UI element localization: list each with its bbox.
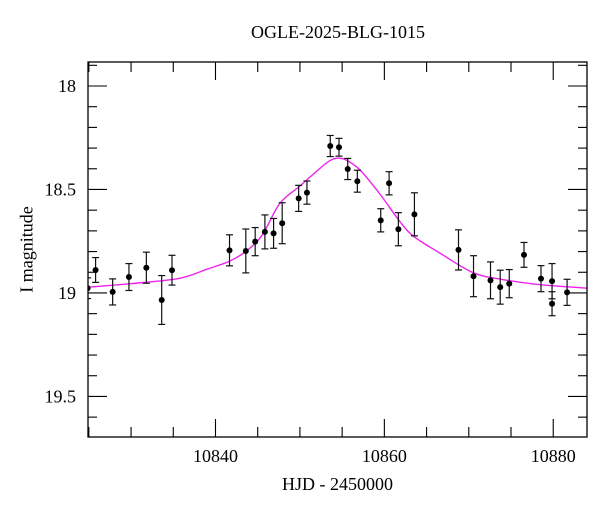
- point-marker: [549, 278, 556, 285]
- point-marker: [261, 228, 268, 235]
- x-tick-label: 10840: [193, 446, 238, 466]
- data-point: [486, 261, 494, 300]
- data-point: [226, 234, 234, 267]
- point-marker: [336, 144, 343, 151]
- data-point: [270, 217, 278, 249]
- point-marker: [506, 280, 513, 287]
- point-marker: [125, 274, 132, 281]
- point-marker: [386, 180, 393, 187]
- data-point: [505, 268, 513, 299]
- point-marker: [270, 230, 277, 237]
- plot-frame: [87, 61, 588, 438]
- data-point: [520, 241, 528, 268]
- point-marker: [521, 251, 528, 258]
- point-marker: [564, 289, 571, 296]
- data-point: [242, 228, 250, 274]
- data-point: [496, 269, 504, 305]
- x-tick-label: 10880: [531, 446, 576, 466]
- tick-labels: 10840 10860 10880 18 18.5 19 19.5: [45, 76, 576, 466]
- data-point: [344, 157, 352, 181]
- y-axis-label: I magnitude: [16, 206, 37, 293]
- x-tick-label: 10860: [362, 446, 407, 466]
- data-point: [410, 192, 418, 237]
- point-marker: [537, 275, 544, 282]
- point-marker: [455, 246, 462, 253]
- point-marker: [395, 226, 402, 233]
- point-marker: [470, 273, 477, 280]
- axis-ticks: [88, 62, 587, 437]
- model-line: [88, 157, 587, 289]
- point-marker: [377, 217, 384, 224]
- data-point: [537, 265, 545, 293]
- point-marker: [242, 247, 249, 254]
- y-tick-label: 18.5: [45, 179, 77, 199]
- data-point: [158, 274, 166, 326]
- point-marker: [226, 247, 233, 254]
- point-marker: [169, 267, 176, 274]
- data-point: [168, 254, 176, 286]
- data-point: [142, 251, 150, 284]
- x-axis-label: HJD - 2450000: [282, 474, 393, 494]
- point-marker: [354, 178, 361, 185]
- point-marker: [92, 266, 99, 273]
- data-point: [385, 171, 393, 196]
- point-marker: [109, 288, 116, 295]
- data-point: [470, 255, 478, 298]
- chart-title: OGLE-2025-BLG-1015: [251, 22, 425, 42]
- data-point: [261, 214, 269, 250]
- point-marker: [143, 264, 150, 271]
- data-point: [548, 291, 556, 317]
- point-marker: [158, 296, 165, 303]
- y-tick-label: 19.5: [45, 386, 77, 406]
- data-point: [335, 137, 343, 157]
- point-marker: [279, 220, 286, 227]
- y-tick-label: 18: [58, 76, 76, 96]
- data-point: [278, 202, 286, 245]
- data-point: [125, 262, 133, 292]
- point-marker: [549, 300, 556, 307]
- point-marker: [497, 284, 504, 291]
- point-marker: [411, 211, 418, 218]
- data-point: [109, 278, 117, 306]
- data-point: [563, 278, 571, 306]
- point-marker: [327, 143, 334, 150]
- data-point: [303, 180, 311, 205]
- data-point: [353, 169, 361, 193]
- data-points: [88, 134, 571, 326]
- y-tick-label: 19: [58, 283, 76, 303]
- data-point: [92, 256, 100, 284]
- data-point: [251, 226, 259, 257]
- point-marker: [295, 195, 302, 202]
- point-marker: [487, 277, 494, 284]
- data-point: [454, 229, 462, 271]
- model-curve: [88, 157, 587, 289]
- data-point: [326, 134, 334, 158]
- data-point: [377, 208, 385, 233]
- data-point: [394, 212, 402, 247]
- point-marker: [252, 238, 259, 245]
- point-marker: [303, 189, 310, 196]
- data-point: [295, 184, 303, 213]
- point-marker: [344, 165, 351, 172]
